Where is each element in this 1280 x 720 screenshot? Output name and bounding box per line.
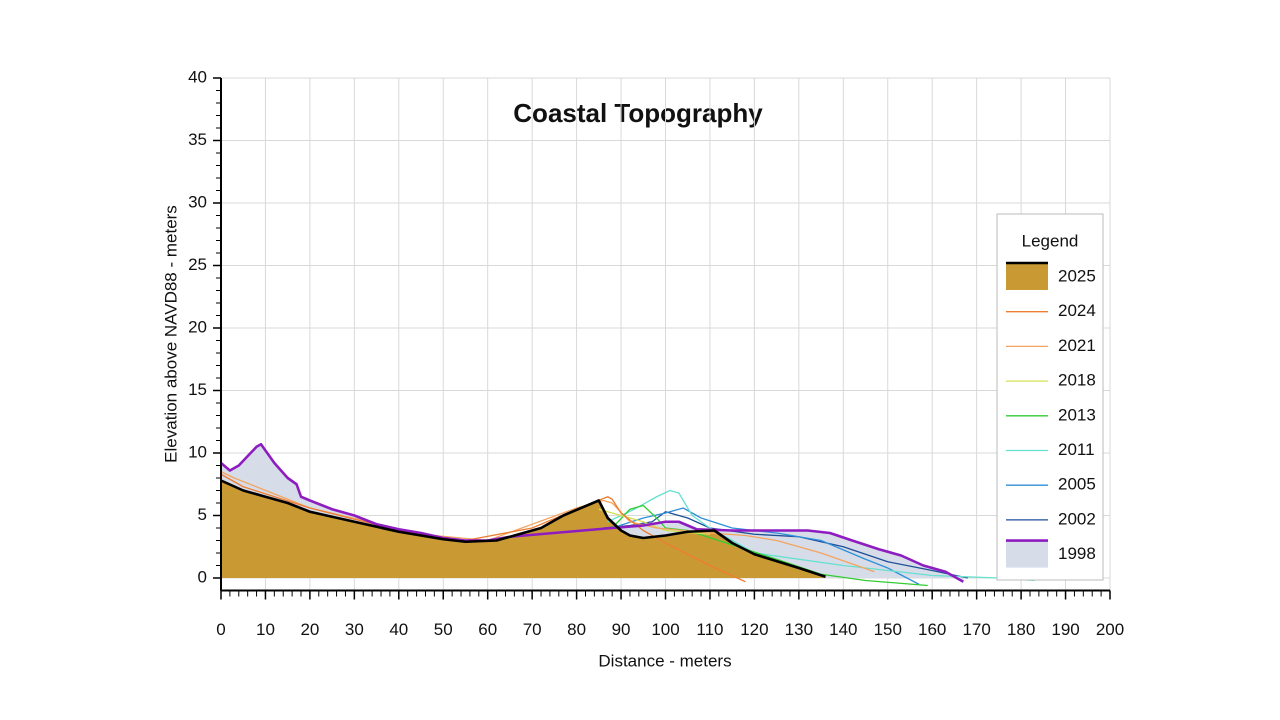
y-tick-label: 35 <box>188 130 207 149</box>
plot-data <box>220 442 1035 587</box>
x-tick-label: 90 <box>612 620 631 639</box>
x-tick-label: 40 <box>389 620 408 639</box>
legend-title: Legend <box>1022 231 1079 250</box>
chart-title: Coastal Topography <box>513 98 763 128</box>
x-tick-label: 190 <box>1051 620 1079 639</box>
legend-label: 1998 <box>1058 544 1096 563</box>
y-tick-label: 40 <box>188 67 207 86</box>
x-tick-label: 170 <box>962 620 990 639</box>
x-tick-label: 110 <box>696 620 723 639</box>
x-tick-label: 10 <box>256 620 275 639</box>
x-tick-label: 60 <box>478 620 497 639</box>
x-tick-label: 120 <box>740 620 768 639</box>
x-tick-label: 70 <box>523 620 542 639</box>
y-axis-label: Elevation above NAVD88 - meters <box>161 205 180 463</box>
y-tick-label: 0 <box>198 567 207 586</box>
legend-label: 2013 <box>1058 405 1096 424</box>
y-tick-label: 25 <box>188 255 207 274</box>
legend-label: 2024 <box>1058 301 1096 320</box>
legend-label: 2011 <box>1058 440 1095 459</box>
x-tick-label: 50 <box>434 620 453 639</box>
area <box>221 480 826 578</box>
x-tick-label: 0 <box>216 620 225 639</box>
y-tick-label: 10 <box>188 442 207 461</box>
x-tick-label: 30 <box>345 620 364 639</box>
legend-label: 2021 <box>1058 336 1096 355</box>
legend-label: 2025 <box>1058 266 1096 285</box>
y-tick-label: 15 <box>188 380 207 399</box>
axes: 0 10 20 30 40 50 60 70 80 90 100 110 120 130 140 150 160… <box>188 67 1124 639</box>
x-tick-label: 160 <box>918 620 946 639</box>
x-tick-label: 100 <box>651 620 679 639</box>
legend-label: 2002 <box>1058 509 1096 528</box>
y-tick-label: 5 <box>198 505 207 524</box>
x-tick-label: 150 <box>874 620 902 639</box>
x-tick-label: 20 <box>300 620 319 639</box>
x-tick-label: 200 <box>1096 620 1124 639</box>
x-axis-label: Distance - meters <box>598 651 731 670</box>
x-tick-label: 140 <box>829 620 857 639</box>
line <box>607 489 1035 582</box>
x-tick-label: 130 <box>785 620 813 639</box>
x-tick-label: 80 <box>567 620 586 639</box>
legend-swatch <box>1006 263 1048 290</box>
y-tick-label: 30 <box>188 192 207 211</box>
line <box>220 479 826 578</box>
x-tick-label: 180 <box>1007 620 1035 639</box>
line <box>611 507 920 585</box>
legend: Legend 2025 2024 2021 2018 2013 2011 2005 2002 19… <box>996 213 1104 581</box>
y-tick-label: 20 <box>188 317 207 336</box>
legend-label: 2018 <box>1058 371 1096 390</box>
legend-swatch <box>1006 540 1048 568</box>
legend-label: 2005 <box>1058 475 1096 494</box>
